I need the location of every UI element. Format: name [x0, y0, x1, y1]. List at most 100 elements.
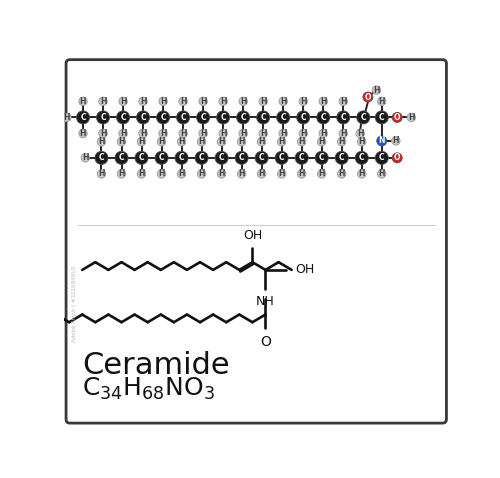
Text: H: H [280, 129, 286, 138]
FancyBboxPatch shape [66, 60, 446, 423]
Circle shape [299, 97, 308, 106]
Text: O: O [364, 93, 371, 101]
Circle shape [259, 97, 268, 106]
Text: H: H [300, 129, 306, 138]
Circle shape [138, 138, 146, 146]
Circle shape [158, 170, 166, 178]
Text: H: H [338, 169, 345, 178]
Text: H: H [240, 129, 246, 138]
Text: C: C [200, 113, 206, 122]
Circle shape [159, 129, 168, 138]
Text: H: H [80, 129, 86, 138]
Text: H: H [140, 129, 146, 138]
Circle shape [156, 111, 170, 124]
Circle shape [239, 129, 248, 138]
Text: C: C [199, 153, 204, 163]
Circle shape [236, 111, 250, 124]
Text: H: H [340, 97, 346, 106]
Circle shape [62, 113, 71, 122]
Circle shape [118, 138, 126, 146]
Circle shape [356, 129, 364, 138]
Circle shape [76, 111, 90, 124]
Circle shape [139, 97, 147, 106]
Circle shape [339, 97, 347, 106]
Circle shape [372, 86, 380, 94]
Circle shape [318, 138, 326, 146]
Circle shape [215, 152, 228, 164]
Circle shape [196, 111, 209, 124]
Circle shape [81, 153, 90, 162]
Circle shape [96, 111, 110, 124]
Text: H: H [318, 137, 325, 146]
Text: C: C [240, 113, 246, 122]
Text: C: C [140, 113, 146, 122]
Circle shape [175, 152, 188, 164]
Text: H: H [118, 169, 125, 178]
Circle shape [176, 111, 190, 124]
Circle shape [316, 111, 330, 124]
Text: C: C [220, 113, 226, 122]
Text: C: C [279, 153, 284, 163]
Circle shape [238, 170, 246, 178]
Circle shape [99, 97, 108, 106]
Text: C: C [319, 153, 324, 163]
Circle shape [377, 136, 387, 146]
Circle shape [392, 137, 400, 145]
Text: C: C [360, 113, 366, 122]
Circle shape [219, 129, 228, 138]
Circle shape [295, 152, 308, 164]
Text: Adobe Stock | #321584910: Adobe Stock | #321584910 [71, 266, 76, 342]
Text: C: C [158, 153, 164, 163]
Circle shape [279, 129, 287, 138]
Circle shape [178, 138, 186, 146]
Text: H: H [180, 97, 186, 106]
Text: C: C [320, 113, 326, 122]
Text: H: H [138, 169, 145, 178]
Text: C: C [260, 113, 266, 122]
Circle shape [278, 138, 286, 146]
Circle shape [318, 170, 326, 178]
Text: C: C [98, 153, 104, 163]
Text: H: H [158, 169, 165, 178]
Circle shape [195, 152, 208, 164]
Text: H: H [298, 137, 305, 146]
Text: H: H [160, 129, 166, 138]
Text: H: H [238, 137, 245, 146]
Text: N: N [378, 136, 385, 145]
Circle shape [95, 152, 108, 164]
Circle shape [275, 152, 288, 164]
Text: H: H [340, 129, 346, 138]
Text: H: H [80, 97, 86, 106]
Circle shape [296, 111, 310, 124]
Text: H: H [320, 129, 326, 138]
Text: H: H [298, 169, 305, 178]
Text: H: H [138, 137, 145, 146]
Circle shape [159, 97, 168, 106]
Text: H: H [357, 129, 364, 138]
Circle shape [97, 170, 106, 178]
Circle shape [138, 170, 146, 178]
Circle shape [255, 152, 268, 164]
Text: C: C [118, 153, 124, 163]
Text: H: H [220, 97, 226, 106]
Text: H: H [358, 169, 365, 178]
Circle shape [298, 138, 306, 146]
Text: H: H [82, 153, 88, 163]
Circle shape [279, 97, 287, 106]
Text: H: H [260, 129, 266, 138]
Text: H: H [64, 113, 70, 122]
Text: C: C [379, 113, 384, 122]
Text: O: O [394, 113, 400, 122]
Text: H: H [218, 137, 225, 146]
Circle shape [155, 152, 168, 164]
Circle shape [97, 138, 106, 146]
Circle shape [358, 170, 366, 178]
Text: C: C [120, 113, 126, 122]
Text: H: H [98, 169, 104, 178]
Circle shape [375, 111, 388, 124]
Text: C: C [300, 113, 306, 122]
Circle shape [392, 112, 402, 122]
Text: H: H [100, 129, 106, 138]
Text: H: H [318, 169, 325, 178]
Text: C: C [379, 153, 384, 163]
